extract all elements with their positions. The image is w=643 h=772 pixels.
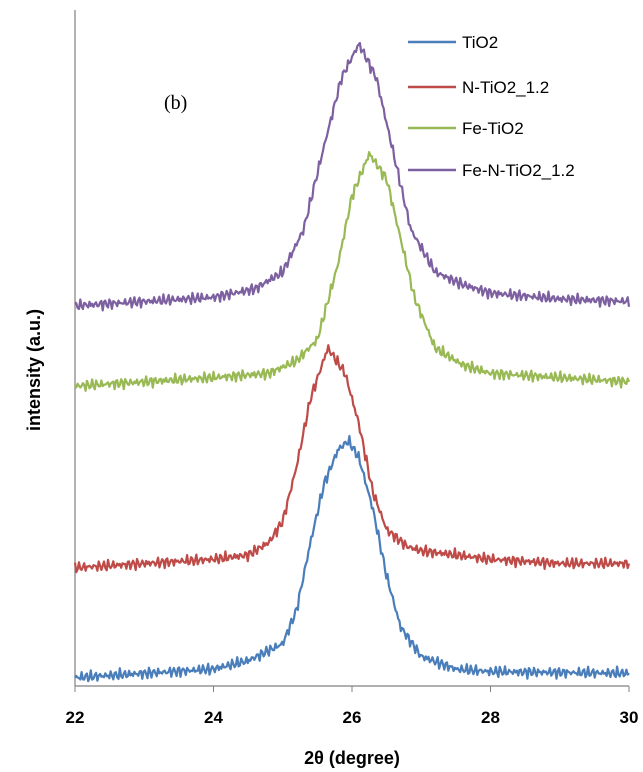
panel-label: (b) bbox=[164, 92, 187, 114]
x-ticks: 22 24 26 28 30 bbox=[66, 686, 639, 727]
legend-label: Fe-N-TiO2_1.2 bbox=[462, 161, 575, 180]
series-line-tio2 bbox=[74, 434, 630, 683]
series-line-fe-n-tio2-1-2 bbox=[74, 41, 631, 312]
x-axis-title: 2θ (degree) bbox=[304, 748, 400, 768]
legend-label: Fe-TiO2 bbox=[462, 119, 524, 138]
y-axis-title: intensity (a.u.) bbox=[24, 309, 44, 431]
legend: TiO2 N-TiO2_1.2 Fe-TiO2 Fe-N-TiO2_1.2 bbox=[408, 33, 575, 180]
plot-area: 22 24 26 28 30 bbox=[66, 10, 639, 727]
x-tick-label: 26 bbox=[343, 708, 362, 727]
series-line-n-tio2-1-2 bbox=[73, 344, 631, 574]
legend-label: TiO2 bbox=[462, 33, 498, 52]
x-tick-label: 28 bbox=[481, 708, 500, 727]
series-line-fe-tio2 bbox=[74, 151, 631, 392]
legend-label: N-TiO2_1.2 bbox=[462, 78, 549, 97]
x-tick-label: 24 bbox=[204, 708, 223, 727]
x-tick-label: 22 bbox=[66, 708, 85, 727]
x-tick-label: 30 bbox=[620, 708, 639, 727]
series-lines bbox=[73, 41, 631, 683]
